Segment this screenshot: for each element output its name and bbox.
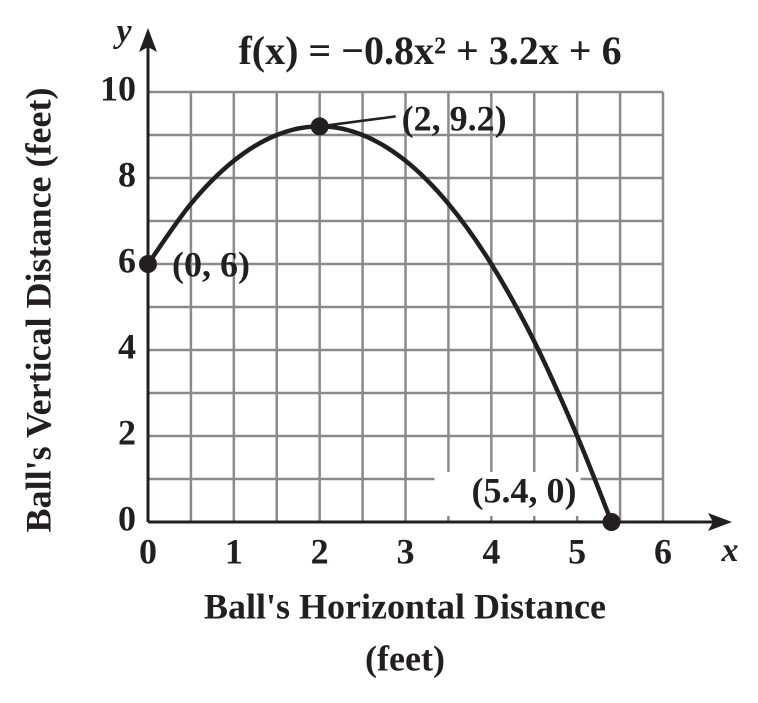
y-tick-label: 6 xyxy=(118,240,136,280)
x-tick-label: 3 xyxy=(397,531,415,571)
leader-line xyxy=(319,115,396,128)
chart-title: f(x) = −0.8x² + 3.2x + 6 xyxy=(238,28,621,73)
y-tick-label: 0 xyxy=(118,498,136,538)
y-tick-label: 4 xyxy=(118,326,136,366)
curve xyxy=(146,124,614,523)
point-label: (2, 9.2) xyxy=(402,99,507,139)
x-tick-label: 1 xyxy=(225,531,243,571)
x-tick-label: 6 xyxy=(654,531,672,571)
x-axis-label: Ball's Horizontal Distance xyxy=(204,586,606,626)
y-tick-label: 2 xyxy=(118,412,136,452)
x-tick-label: 0 xyxy=(139,531,157,571)
point xyxy=(310,117,329,136)
point-label: (0, 6) xyxy=(172,244,250,284)
x-tick-label: 5 xyxy=(568,531,586,571)
label-background xyxy=(434,472,581,516)
x-axis-arrow xyxy=(708,513,732,531)
point xyxy=(139,255,157,273)
y-tick-label: 8 xyxy=(118,154,136,194)
point-label: (5.4, 0) xyxy=(472,470,577,510)
x-tick-label: 2 xyxy=(311,531,329,571)
y-tick-label: 10 xyxy=(100,68,136,108)
y-axis-label: Ball's Vertical Distance (feet) xyxy=(18,88,58,533)
point xyxy=(602,513,621,531)
x-tick-label: 4 xyxy=(482,531,500,571)
x-axis-letter: x xyxy=(721,532,739,569)
y-axis-arrow xyxy=(139,28,157,52)
x-axis-label: (feet) xyxy=(365,638,445,678)
y-axis-letter: y xyxy=(112,13,132,50)
